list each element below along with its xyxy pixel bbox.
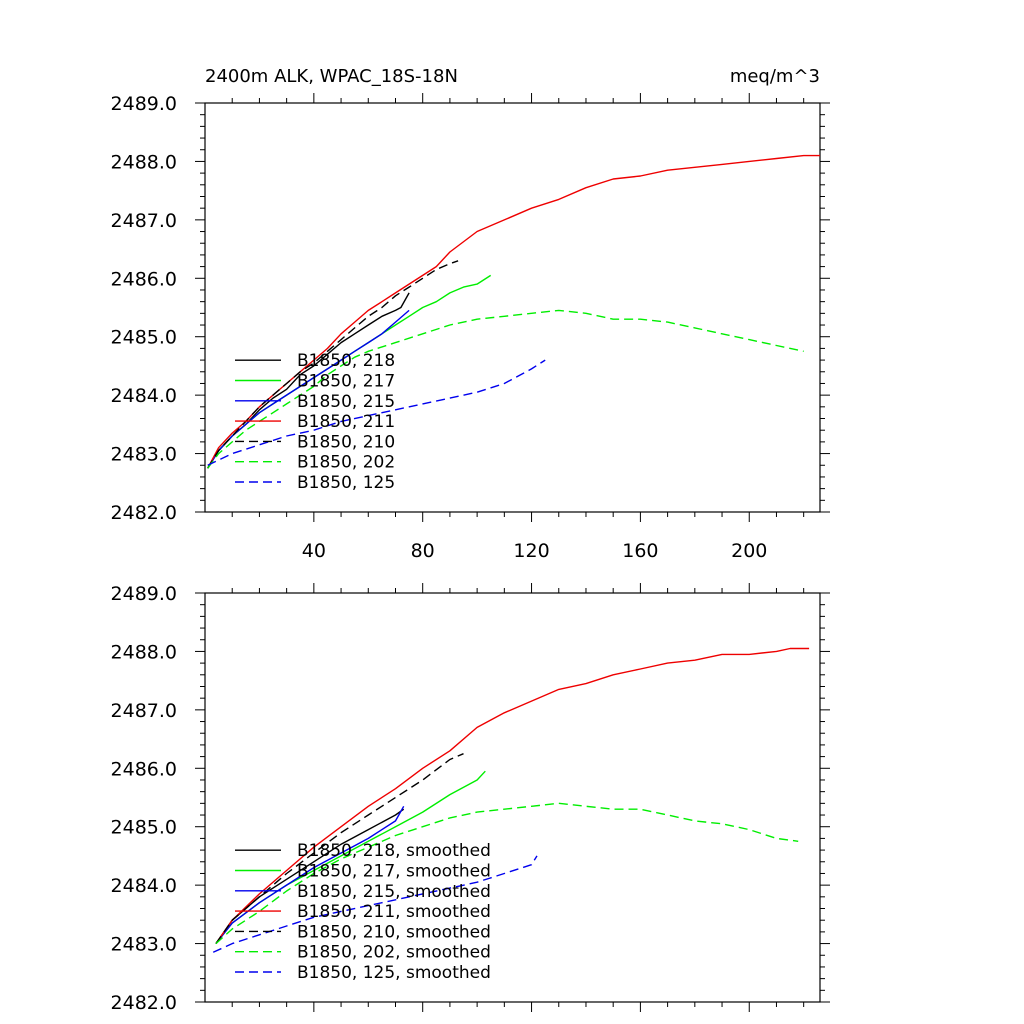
bottom-legend-label-0: B1850, 218, smoothed [297,841,491,861]
bottom-y-tick-label: 2487.0 [111,700,177,722]
top-series-line-6 [207,359,546,466]
top-y-tick-label: 2483.0 [111,444,177,466]
top-legend-label-2: B1850, 215 [297,392,395,412]
top-legend-label-3: B1850, 211 [297,412,395,432]
top-plot-frame [204,102,821,513]
top-x-tick-label: 160 [622,540,658,562]
bottom-y-tick-label: 2485.0 [111,817,177,839]
chart-units: meq/m^3 [730,66,820,87]
top-legend-label-5: B1850, 202 [297,453,395,473]
top-series-line-2 [207,309,410,469]
top-x-tick-label: 40 [302,540,326,562]
bottom-legend-label-1: B1850, 217, smoothed [297,862,491,882]
bottom-series-line-6 [212,855,538,953]
bottom-y-tick-label: 2484.0 [111,875,177,897]
top-series-line-5 [207,309,804,469]
top-x-tick-label: 120 [513,540,549,562]
bottom-legend-label-6: B1850, 125, smoothed [297,963,491,983]
bottom-panel: 2482.0 2483.0 2484.0 2485.0 2486.0 2487.0 2488… [111,583,830,1014]
bottom-y-tick-label: 2489.0 [111,583,177,605]
bottom-legend-label-3: B1850, 211, smoothed [297,902,491,922]
top-y-tick-label: 2482.0 [111,502,177,524]
top-y-tick-label: 2486.0 [111,268,177,290]
top-y-tick-label: 2484.0 [111,385,177,407]
bottom-legend-label-5: B1850, 202, smoothed [297,943,491,963]
bottom-y-tick-label: 2486.0 [111,758,177,780]
top-series-group [207,154,820,469]
chart-title: 2400m ALK, WPAC_18S-18N [205,66,458,87]
top-panel: 2482.0 2483.0 2484.0 2485.0 2486.0 2487.0 2488… [111,93,830,562]
bottom-series-line-5 [215,802,799,945]
top-legend-label-1: B1850, 217 [297,372,395,392]
top-series-line-4 [207,260,459,469]
bottom-y-tick-label: 2483.0 [111,934,177,956]
bottom-series-line-2 [215,805,405,945]
bottom-series-line-4 [215,753,464,945]
top-legend-label-4: B1850, 210 [297,432,395,452]
top-y-tick-label: 2485.0 [111,327,177,349]
top-x-tick-label: 200 [731,540,767,562]
bottom-legend-label-4: B1850, 210, smoothed [297,922,491,942]
bottom-y-tick-label: 2488.0 [111,641,177,663]
top-y-tick-label: 2488.0 [111,151,177,173]
bottom-y-tick-label: 2482.0 [111,992,177,1014]
top-x-tick-label: 80 [411,540,435,562]
bottom-plot-frame [204,592,821,1003]
top-legend-label-0: B1850, 218 [297,351,395,371]
bottom-legend-label-2: B1850, 215, smoothed [297,882,491,902]
bottom-series-line-3 [215,647,810,945]
top-y-tick-label: 2489.0 [111,93,177,115]
bottom-series-group [212,647,810,953]
top-legend-label-6: B1850, 125 [297,473,395,493]
top-y-tick-label: 2487.0 [111,210,177,232]
